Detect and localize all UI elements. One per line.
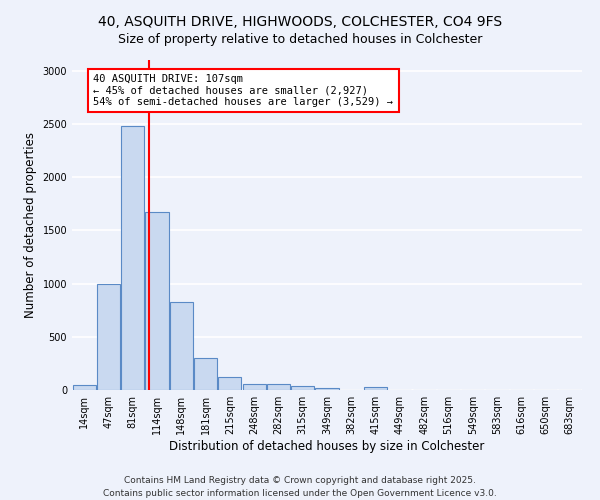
- Text: Size of property relative to detached houses in Colchester: Size of property relative to detached ho…: [118, 32, 482, 46]
- Bar: [121, 126, 144, 390]
- Bar: [170, 302, 193, 390]
- X-axis label: Distribution of detached houses by size in Colchester: Distribution of detached houses by size …: [169, 440, 485, 453]
- Bar: [242, 384, 266, 390]
- Bar: [218, 377, 241, 390]
- Text: 40, ASQUITH DRIVE, HIGHWOODS, COLCHESTER, CO4 9FS: 40, ASQUITH DRIVE, HIGHWOODS, COLCHESTER…: [98, 15, 502, 29]
- Bar: [267, 384, 290, 390]
- Bar: [194, 358, 217, 390]
- Text: 40 ASQUITH DRIVE: 107sqm
← 45% of detached houses are smaller (2,927)
54% of sem: 40 ASQUITH DRIVE: 107sqm ← 45% of detach…: [94, 74, 394, 107]
- Bar: [364, 388, 387, 390]
- Text: Contains HM Land Registry data © Crown copyright and database right 2025.
Contai: Contains HM Land Registry data © Crown c…: [103, 476, 497, 498]
- Bar: [291, 386, 314, 390]
- Bar: [145, 212, 169, 390]
- Bar: [97, 284, 120, 390]
- Bar: [73, 384, 95, 390]
- Bar: [316, 388, 338, 390]
- Y-axis label: Number of detached properties: Number of detached properties: [24, 132, 37, 318]
